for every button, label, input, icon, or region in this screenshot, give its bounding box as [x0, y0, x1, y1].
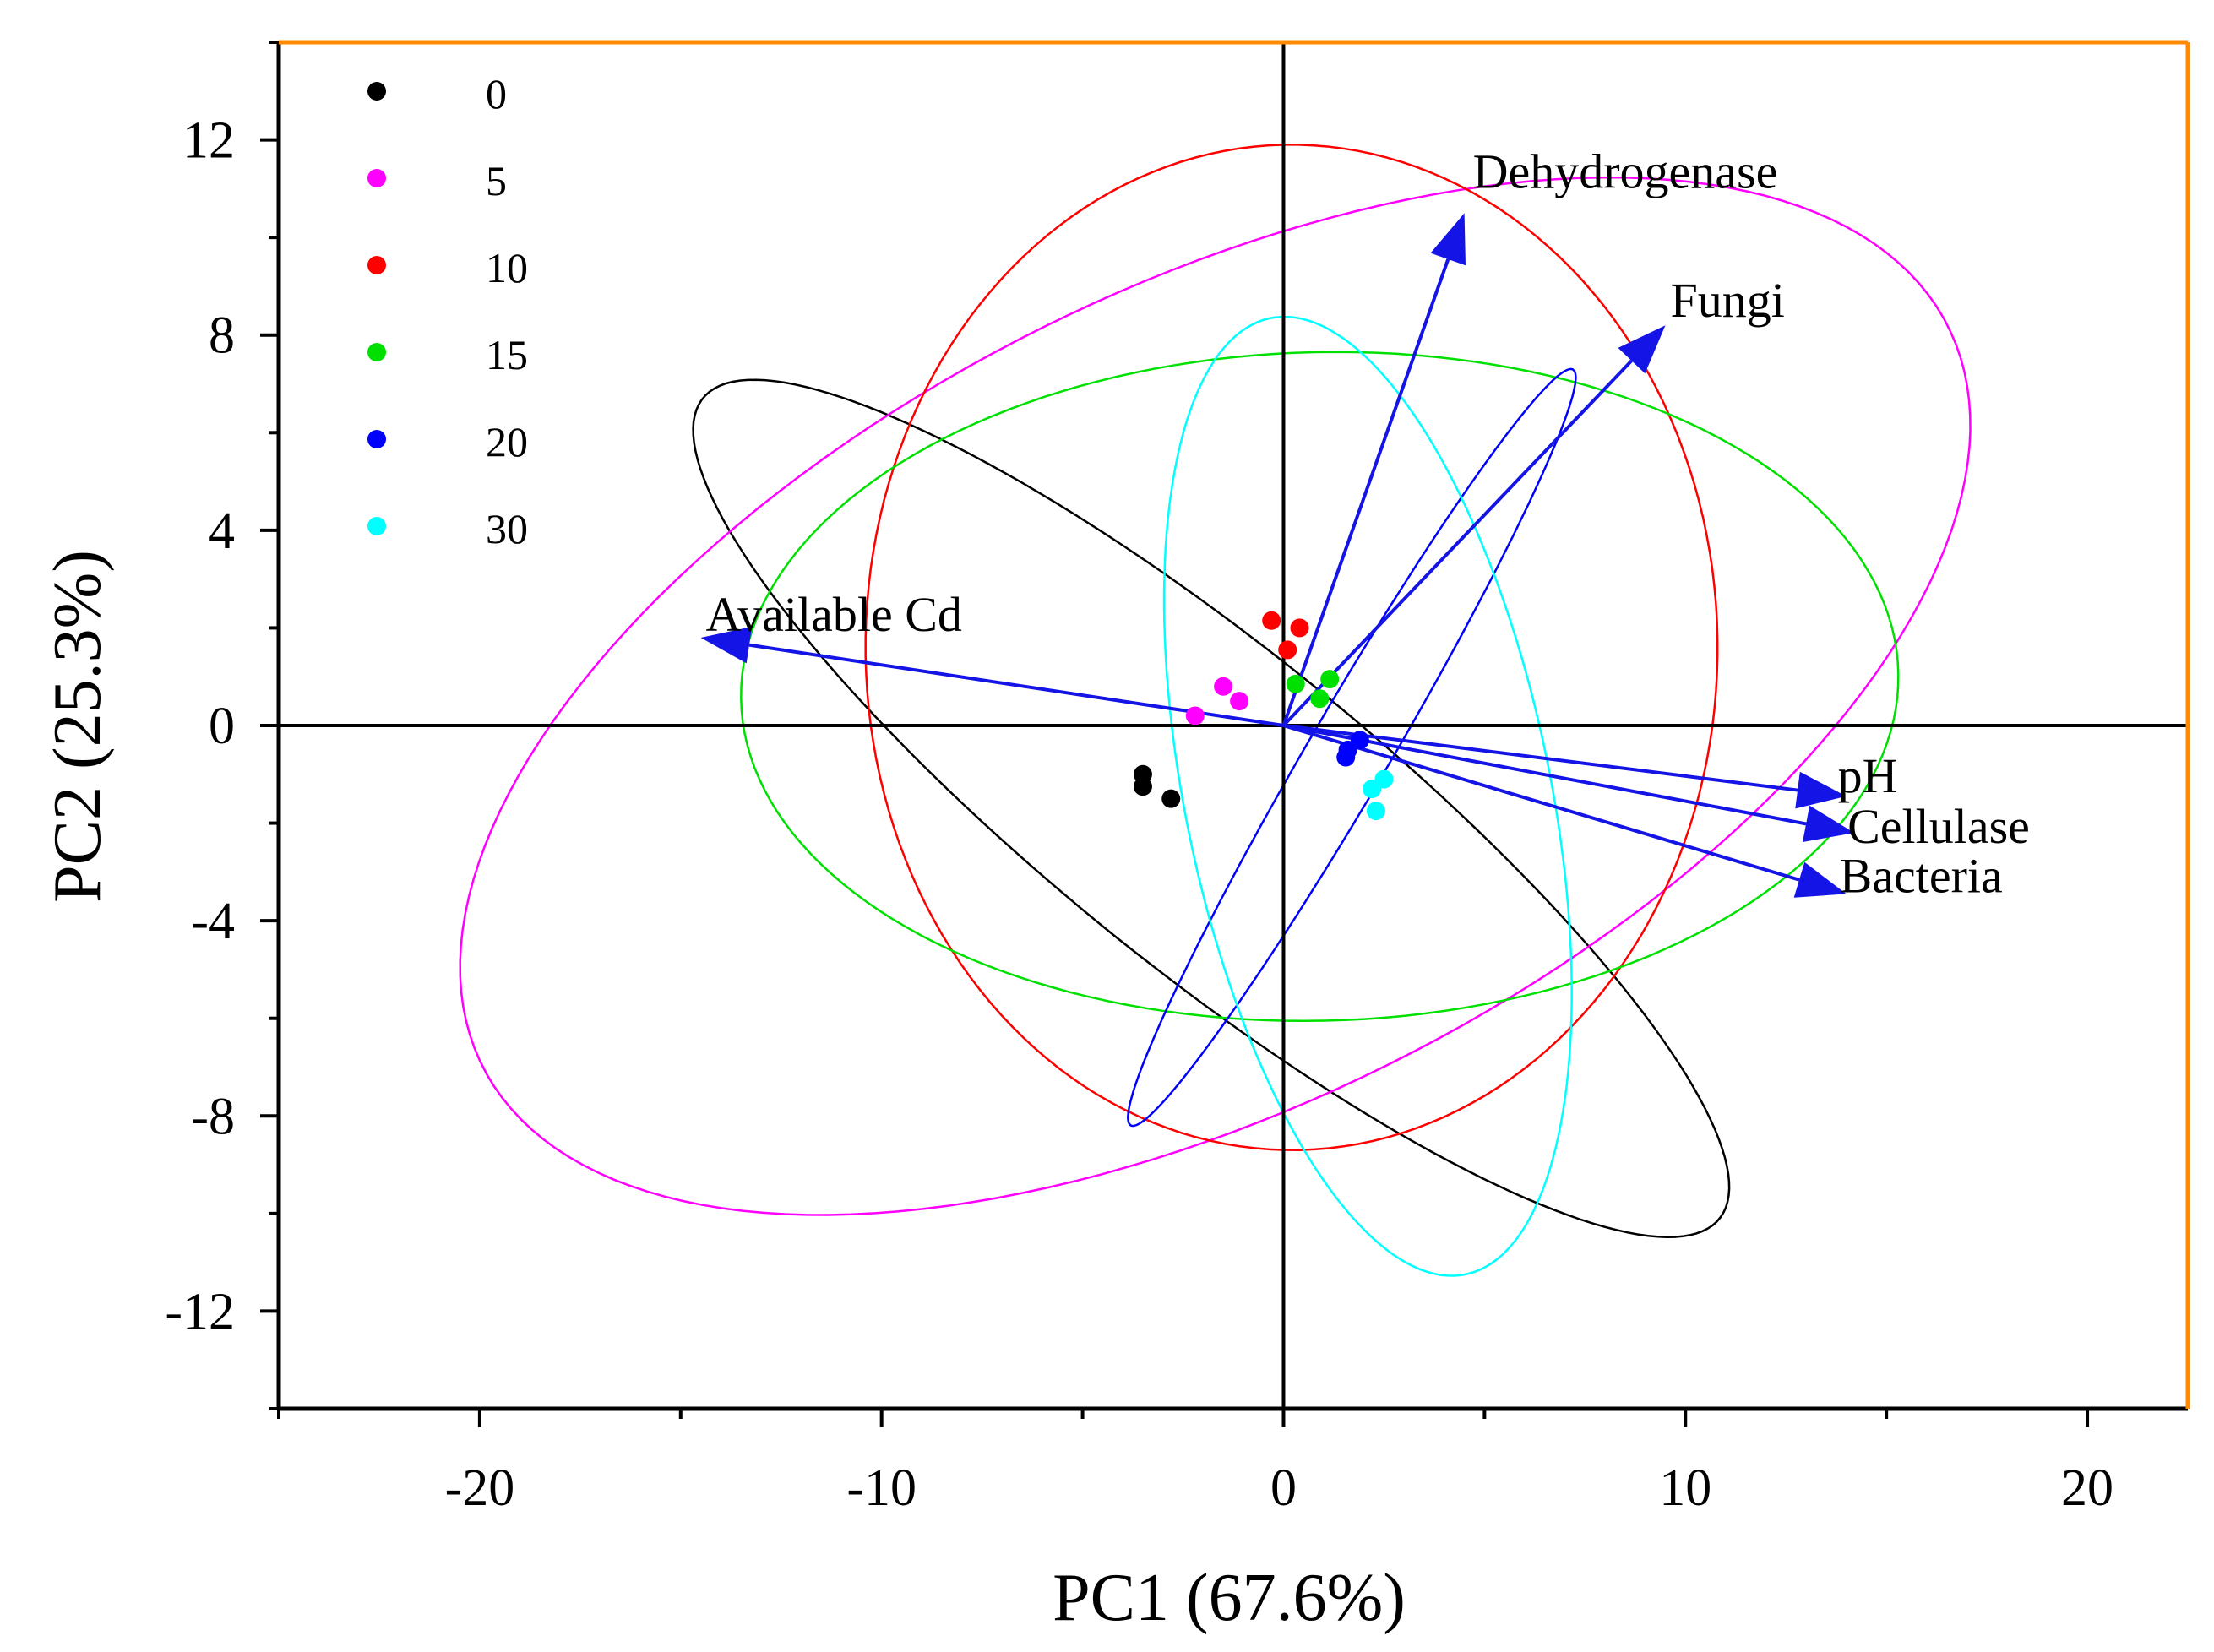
- legend-label-5: 30: [486, 505, 528, 552]
- legend-label-0: 0: [486, 70, 507, 117]
- loading-label-5: Bacteria: [1840, 848, 2003, 903]
- loading-line-0: [1281, 258, 1450, 726]
- loading-arrowhead-1: [1618, 325, 1666, 374]
- score-points: [1133, 611, 1394, 821]
- point-group-2-0: [1262, 611, 1281, 630]
- axis-ticks: -20 -10 0 10 20 -12 -8 -4 0 4 8 12: [165, 41, 2113, 1517]
- plot-frame: [276, 40, 2190, 1411]
- y-tick-label-4: 4: [209, 503, 235, 560]
- legend-marker-0: [367, 82, 386, 101]
- point-group-3-0: [1320, 670, 1340, 689]
- legend-marker-4: [367, 430, 386, 448]
- ellipse-group-2: [864, 144, 1719, 1151]
- point-group-5-2: [1366, 802, 1385, 821]
- loading-vectors: Dehydrogenase Fungi Available Cd pHCellulas…: [700, 144, 2030, 903]
- legend-label-3: 15: [486, 331, 528, 378]
- legend-marker-3: [367, 343, 386, 361]
- point-group-0-2: [1161, 789, 1181, 808]
- legend-marker-2: [367, 256, 386, 274]
- loading-arrowhead-3: [1795, 771, 1847, 809]
- x-axis-title: PC1 (67.6%): [1053, 1561, 1406, 1635]
- y-tick-label-1: -8: [191, 1088, 235, 1145]
- loading-arrowhead-0: [1430, 213, 1466, 266]
- loading-label-3: pH: [1838, 748, 1898, 803]
- point-group-5-1: [1363, 780, 1382, 799]
- loading-label-1: Fungi: [1670, 273, 1784, 328]
- y-axis-title: PC2 (25.3%): [41, 550, 115, 903]
- point-group-1-2: [1185, 706, 1205, 725]
- y-tick-label-5: 8: [209, 307, 235, 365]
- x-tick-label-0: -20: [445, 1459, 515, 1517]
- legend: 0 5 10 15 20 30: [367, 70, 528, 552]
- point-group-3-1: [1286, 674, 1305, 693]
- loading-arrowhead-4: [1803, 805, 1855, 842]
- ellipse-group-1: [459, 176, 1972, 1216]
- ellipse-group-4: [1127, 367, 1577, 1128]
- y-tick-label-2: -4: [191, 893, 235, 950]
- loading-label-4: Cellulase: [1847, 799, 2030, 854]
- point-group-3-2: [1310, 689, 1330, 709]
- legend-label-2: 10: [486, 244, 528, 291]
- loading-line-1: [1282, 359, 1633, 727]
- loading-arrowhead-5: [1793, 861, 1847, 898]
- loading-line-5: [1282, 724, 1800, 882]
- x-tick-label-1: -10: [846, 1459, 917, 1517]
- legend-label-1: 5: [486, 157, 507, 204]
- x-tick-label-3: 10: [1659, 1459, 1711, 1517]
- y-tick-label-3: 0: [209, 698, 235, 755]
- point-group-2-1: [1290, 618, 1309, 638]
- legend-marker-5: [367, 517, 386, 535]
- loading-label-2: Available Cd: [706, 587, 962, 642]
- loading-label-0: Dehydrogenase: [1473, 144, 1778, 198]
- point-group-1-1: [1230, 692, 1249, 711]
- y-tick-label-0: -12: [165, 1283, 235, 1340]
- y-tick-label-6: 12: [182, 112, 235, 170]
- ellipse-group-5: [1162, 315, 1573, 1277]
- loading-line-3: [1283, 724, 1798, 792]
- point-group-2-2: [1278, 640, 1297, 660]
- legend-marker-1: [367, 169, 386, 187]
- point-group-0-1: [1133, 777, 1152, 796]
- point-group-4-2: [1336, 747, 1356, 767]
- x-tick-label-2: 0: [1270, 1459, 1297, 1517]
- ellipse-group-0: [692, 378, 1731, 1239]
- point-group-1-0: [1214, 677, 1233, 696]
- x-tick-label-4: 20: [2061, 1459, 2113, 1517]
- loading-arrowhead-2: [700, 626, 753, 664]
- legend-label-4: 20: [486, 418, 528, 465]
- loading-line-4: [1283, 724, 1807, 826]
